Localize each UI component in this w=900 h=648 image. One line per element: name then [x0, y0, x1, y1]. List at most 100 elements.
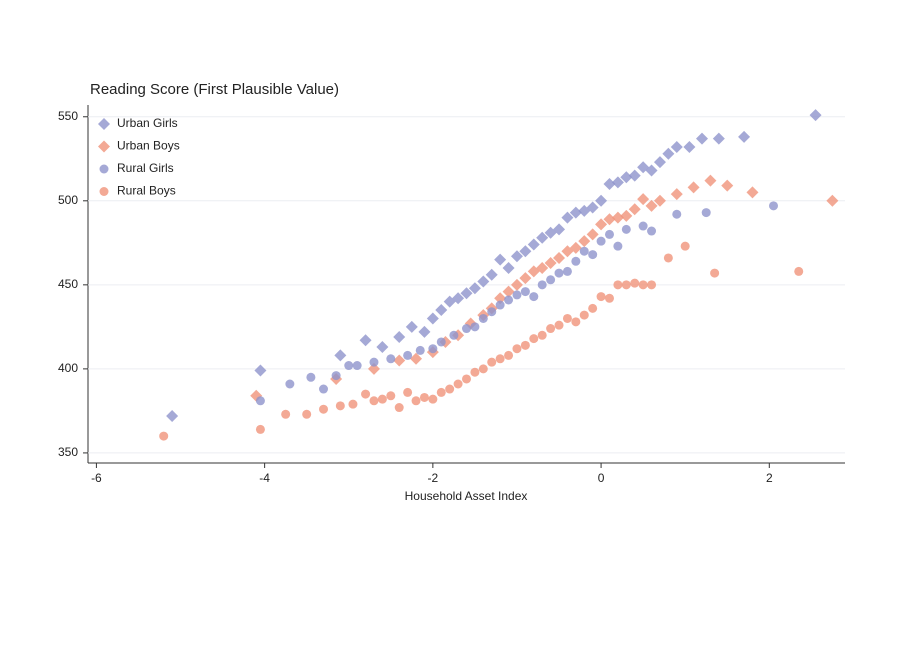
point [403, 387, 413, 397]
legend-label: Rural Girls [117, 161, 174, 175]
point [586, 201, 599, 214]
point [504, 295, 514, 305]
point [578, 235, 591, 248]
point [647, 280, 657, 290]
point [405, 320, 418, 333]
point [630, 278, 640, 288]
point [281, 409, 291, 419]
point [645, 199, 658, 212]
y-tick-label: 500 [58, 193, 78, 207]
x-tick-label: 2 [766, 471, 773, 485]
point [712, 132, 725, 145]
legend-label: Urban Girls [117, 116, 178, 130]
point [579, 246, 589, 256]
point [826, 194, 839, 207]
point [255, 396, 265, 406]
point [166, 409, 179, 422]
point [569, 206, 582, 219]
point [254, 364, 267, 377]
point [613, 241, 623, 251]
point [468, 282, 481, 295]
point [386, 391, 396, 401]
point [344, 361, 354, 371]
point [620, 209, 633, 222]
point [663, 253, 673, 263]
point [477, 275, 490, 288]
point [485, 268, 498, 281]
point [512, 290, 522, 300]
point [369, 396, 379, 406]
point [603, 177, 616, 190]
point [613, 280, 623, 290]
point [302, 409, 312, 419]
point [436, 387, 446, 397]
point [460, 287, 473, 300]
point [334, 349, 347, 362]
point [721, 179, 734, 192]
point [553, 251, 566, 264]
point [672, 209, 682, 219]
point [687, 181, 700, 194]
point [704, 174, 717, 187]
point [428, 394, 438, 404]
point [537, 330, 547, 340]
point [445, 384, 455, 394]
point [670, 188, 683, 201]
legend-swatch [99, 164, 109, 174]
point [537, 280, 547, 290]
point [554, 320, 564, 330]
point [604, 229, 614, 239]
point [495, 300, 505, 310]
point [436, 337, 446, 347]
point [494, 292, 507, 305]
point [419, 392, 429, 402]
point [369, 357, 379, 367]
point [588, 303, 598, 313]
point [588, 250, 598, 260]
point [519, 245, 532, 258]
x-tick-label: -6 [91, 471, 102, 485]
point [571, 256, 581, 266]
point [536, 262, 549, 275]
y-tick-label: 550 [58, 109, 78, 123]
point [529, 334, 539, 344]
y-tick-label: 400 [58, 361, 78, 375]
point [435, 304, 448, 317]
point [512, 344, 522, 354]
point [571, 317, 581, 327]
point [546, 275, 556, 285]
legend-label: Urban Boys [117, 139, 180, 153]
point [478, 313, 488, 323]
point [415, 345, 425, 355]
point [611, 176, 624, 189]
point [495, 354, 505, 364]
point [428, 344, 438, 354]
point [411, 396, 421, 406]
point [426, 312, 439, 325]
point [544, 256, 557, 269]
chart-title: Reading Score (First Plausible Value) [90, 81, 339, 98]
point [769, 201, 779, 211]
legend-swatch [98, 140, 110, 153]
x-tick-label: -4 [259, 471, 270, 485]
point [701, 208, 711, 218]
point [452, 292, 465, 305]
point [359, 334, 372, 347]
point [376, 341, 389, 354]
point [638, 280, 648, 290]
point [285, 379, 295, 389]
point [628, 169, 641, 182]
point [386, 354, 396, 364]
legend-label: Rural Boys [117, 184, 176, 198]
point [620, 171, 633, 184]
point [579, 310, 589, 320]
point [393, 330, 406, 343]
point [683, 141, 696, 154]
point [546, 324, 556, 334]
point [529, 292, 539, 302]
y-tick-label: 450 [58, 277, 78, 291]
point [352, 361, 362, 371]
point [462, 374, 471, 384]
